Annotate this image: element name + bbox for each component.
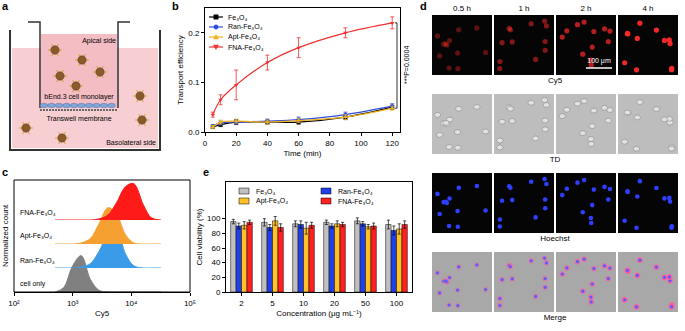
svg-text:d: d xyxy=(420,0,427,12)
svg-text:2 h: 2 h xyxy=(580,4,591,13)
svg-text:10: 10 xyxy=(299,299,308,308)
svg-text:FNA-Fe₃O₄: FNA-Fe₃O₄ xyxy=(20,209,56,216)
svg-text:0.1: 0.1 xyxy=(188,78,200,87)
svg-text:Apt-Fe₃O₄: Apt-Fe₃O₄ xyxy=(228,33,260,41)
svg-text:Time (min): Time (min) xyxy=(284,149,322,158)
svg-text:20: 20 xyxy=(232,139,241,148)
svg-text:40: 40 xyxy=(263,139,272,148)
svg-text:***P=0.0004: ***P=0.0004 xyxy=(403,46,410,84)
svg-text:Fe₃O₄: Fe₃O₄ xyxy=(228,14,247,21)
svg-text:c: c xyxy=(2,166,8,178)
svg-text:Transport efficiency: Transport efficiency xyxy=(176,35,185,104)
svg-text:10²: 10² xyxy=(8,299,20,308)
svg-text:0.5 h: 0.5 h xyxy=(453,4,471,13)
svg-text:4 h: 4 h xyxy=(642,4,653,13)
svg-text:100: 100 xyxy=(207,214,221,223)
svg-text:Basolateral side: Basolateral side xyxy=(106,139,156,146)
svg-text:0: 0 xyxy=(216,288,221,297)
svg-text:60: 60 xyxy=(211,244,220,253)
svg-text:100 μm: 100 μm xyxy=(587,57,611,65)
svg-text:Normalized count: Normalized count xyxy=(1,204,10,267)
svg-text:80: 80 xyxy=(211,229,220,238)
svg-text:Ran-Fe₃O₄: Ran-Fe₃O₄ xyxy=(228,23,263,30)
svg-text:Cy5: Cy5 xyxy=(95,309,110,318)
svg-text:40: 40 xyxy=(211,258,220,267)
svg-text:FNA-Fe₃O₄: FNA-Fe₃O₄ xyxy=(338,198,374,205)
svg-text:20: 20 xyxy=(211,273,220,282)
svg-text:Apt-Fe₃O₄: Apt-Fe₃O₄ xyxy=(256,197,288,205)
svg-text:10⁴: 10⁴ xyxy=(125,299,138,308)
svg-text:120: 120 xyxy=(386,139,400,148)
svg-text:cell only: cell only xyxy=(20,280,46,288)
svg-text:Ran-Fe₃O₄: Ran-Fe₃O₄ xyxy=(20,257,55,264)
svg-text:1 h: 1 h xyxy=(518,4,529,13)
svg-text:e: e xyxy=(203,166,209,178)
svg-text:10³: 10³ xyxy=(67,299,79,308)
svg-text:b: b xyxy=(172,0,179,12)
svg-text:Hoechst: Hoechst xyxy=(540,234,570,243)
svg-text:Cy5: Cy5 xyxy=(548,76,563,85)
svg-text:bEnd.3 cell monolayer: bEnd.3 cell monolayer xyxy=(44,93,114,101)
svg-text:60: 60 xyxy=(294,139,303,148)
svg-text:50: 50 xyxy=(361,299,370,308)
svg-text:100: 100 xyxy=(390,299,404,308)
svg-text:0.0: 0.0 xyxy=(188,128,200,137)
svg-text:10⁵: 10⁵ xyxy=(184,299,196,308)
svg-text:80: 80 xyxy=(325,139,334,148)
svg-text:20: 20 xyxy=(330,299,339,308)
svg-text:0.2: 0.2 xyxy=(188,29,200,38)
svg-text:TD: TD xyxy=(550,155,561,164)
svg-text:0: 0 xyxy=(203,139,208,148)
svg-text:Merge: Merge xyxy=(544,313,567,322)
svg-text:2: 2 xyxy=(239,299,244,308)
svg-text:5: 5 xyxy=(270,299,275,308)
svg-text:Ran-Fe₃O₄: Ran-Fe₃O₄ xyxy=(338,188,373,195)
svg-text:Concentration (μg mL⁻¹): Concentration (μg mL⁻¹) xyxy=(276,309,362,318)
svg-text:Apical side: Apical side xyxy=(82,37,116,45)
svg-text:Cell viability (%): Cell viability (%) xyxy=(195,208,204,265)
svg-text:Transwell membrane: Transwell membrane xyxy=(46,115,111,122)
svg-text:100: 100 xyxy=(354,139,368,148)
svg-text:FNA-Fe₃O₄: FNA-Fe₃O₄ xyxy=(228,44,264,51)
svg-text:a: a xyxy=(2,0,9,12)
svg-text:Fe₃O₄: Fe₃O₄ xyxy=(256,188,275,195)
svg-text:Apt-Fe₃O₄: Apt-Fe₃O₄ xyxy=(20,232,52,240)
